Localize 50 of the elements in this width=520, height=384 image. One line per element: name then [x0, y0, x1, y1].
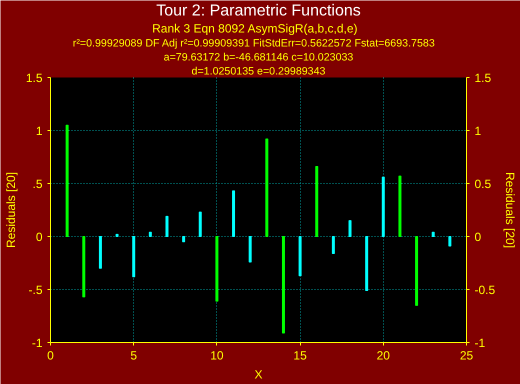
- bar: [282, 236, 285, 334]
- x-axis-title: X: [254, 368, 263, 382]
- bar: [98, 236, 102, 269]
- chart-title: Tour 2: Parametric Functions: [156, 2, 361, 20]
- y2-tick-label: 0.5: [474, 177, 492, 191]
- bar: [332, 236, 335, 254]
- y-tick-label: -.5: [28, 283, 43, 297]
- x-tick-label: 5: [130, 348, 138, 362]
- y2-tick-label: 1.5: [474, 71, 492, 85]
- text: a=79.63172 b=-46.681146 c=10.023033: [164, 52, 354, 64]
- y2-axis-title: Residuals [20]: [503, 172, 518, 248]
- y2-tick-label: 1: [474, 124, 482, 138]
- chart-subtitle: Rank 3 Eqn 8092 AsymSigR(a,b,c,d,e): [152, 22, 358, 36]
- bar: [365, 236, 368, 292]
- bar: [82, 236, 86, 298]
- x-tick-label: 20: [376, 348, 390, 362]
- bar: [198, 212, 202, 237]
- bar: [448, 236, 452, 247]
- bar: [382, 176, 385, 237]
- bar: [165, 216, 168, 237]
- y-tick-label: 0: [36, 230, 43, 244]
- bar: [232, 190, 236, 237]
- y-tick-label: 1.5: [26, 71, 43, 85]
- bar: [315, 166, 318, 237]
- bar: [66, 124, 69, 237]
- y2-tick-label: 0: [474, 230, 482, 244]
- bar: [132, 236, 136, 278]
- bar: [265, 138, 268, 237]
- bar: [432, 232, 435, 237]
- bar: [298, 236, 302, 276]
- bar: [398, 176, 402, 237]
- y2-tick-label: -1: [474, 336, 486, 350]
- x-tick-label: 25: [460, 348, 474, 362]
- y-tick-label: 1: [36, 124, 43, 138]
- y-axis-title: Residuals [20]: [4, 172, 18, 248]
- y-tick-label: -1: [32, 336, 43, 350]
- bar: [215, 236, 218, 302]
- bar: [248, 236, 252, 262]
- x-tick-label: 10: [210, 348, 224, 362]
- bar: [415, 236, 418, 306]
- bar: [116, 234, 119, 237]
- annotation: d=1.0250135 e=0.29989343: [192, 66, 326, 78]
- x-tick-label: 0: [47, 348, 54, 362]
- x-tick-label: 15: [293, 348, 308, 362]
- y-tick-label: .5: [32, 177, 43, 191]
- bar: [148, 232, 152, 237]
- text: r²=0.99929089 DF Adj r²=0.99909391 FitStdErr=0.5622572 Fstat=6693.7583: [72, 38, 435, 50]
- y2-tick-label: -0.5: [474, 283, 496, 297]
- bar: [348, 220, 352, 237]
- bar: [182, 236, 186, 242]
